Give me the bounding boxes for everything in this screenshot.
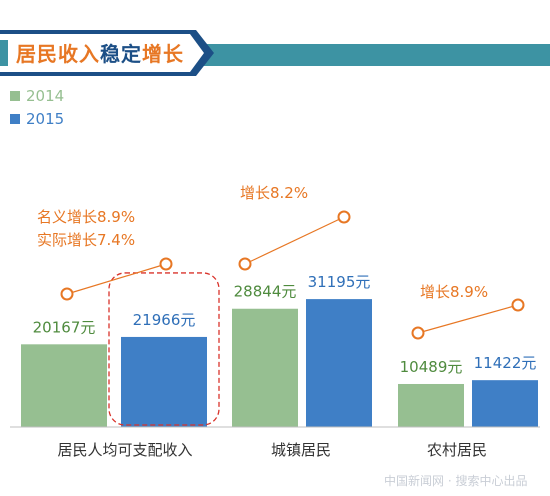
- bar-2015-1: [121, 336, 207, 427]
- growth-line-2: [244, 216, 345, 265]
- growth-marker-end-3: [511, 298, 525, 312]
- highlight-box: [108, 272, 220, 426]
- title-banner-inner: [0, 34, 204, 72]
- data-label-2014-3: 10489元: [400, 358, 463, 376]
- growth-marker-start-2: [238, 257, 252, 271]
- growth-line-3: [417, 304, 519, 334]
- legend-item-2014: 2014: [10, 86, 64, 106]
- growth-marker-start-1: [60, 287, 74, 301]
- title-banner-teal-strip: [185, 44, 550, 66]
- data-label-2015-3: 11422元: [474, 354, 537, 372]
- data-label-2014-1: 20167元: [33, 318, 96, 336]
- data-label-2014-2: 28844元: [234, 283, 297, 301]
- title-part-1: 居民收入: [16, 42, 100, 66]
- growth-marker-start-3: [411, 326, 425, 340]
- growth-marker-end-1: [159, 257, 173, 271]
- category-label-1: 居民人均可支配收入: [57, 441, 192, 459]
- growth-annotation-1-2: 实际增长7.4%: [37, 231, 135, 249]
- growth-line-1: [66, 263, 167, 295]
- bar-2015-2: [306, 299, 372, 427]
- growth-annotation-3-1: 增长8.9%: [420, 283, 488, 301]
- title-accent-bar: [0, 40, 8, 66]
- title-part-3: 增长: [142, 42, 184, 66]
- title-part-2: 稳定: [100, 42, 142, 66]
- chart-title: 居民收入稳定增长: [16, 38, 184, 67]
- category-label-2: 城镇居民: [271, 441, 331, 459]
- bar-2015-3: [472, 380, 538, 427]
- data-label-2015-1: 21966元: [133, 311, 196, 329]
- bar-2014-2: [232, 308, 298, 427]
- title-banner: 居民收入稳定增长: [0, 30, 550, 76]
- category-label-3: 农村居民: [427, 441, 487, 459]
- legend-item-2015: 2015: [10, 109, 64, 129]
- bar-2014-1: [21, 344, 107, 427]
- legend-label-2015: 2015: [26, 110, 65, 128]
- growth-marker-end-2: [337, 210, 351, 224]
- legend-swatch-2015: [10, 114, 20, 124]
- growth-annotation-2-1: 增长8.2%: [240, 184, 308, 202]
- watermark: 中国新闻网 · 搜索中心出品: [384, 474, 528, 488]
- bar-2014-3: [398, 383, 464, 427]
- legend-label-2014: 2014: [26, 87, 65, 105]
- legend-swatch-2014: [10, 91, 20, 101]
- data-label-2015-2: 31195元: [308, 273, 371, 291]
- legend: 2014 2015: [10, 86, 64, 132]
- growth-annotation-1-1: 名义增长8.9%: [37, 208, 135, 226]
